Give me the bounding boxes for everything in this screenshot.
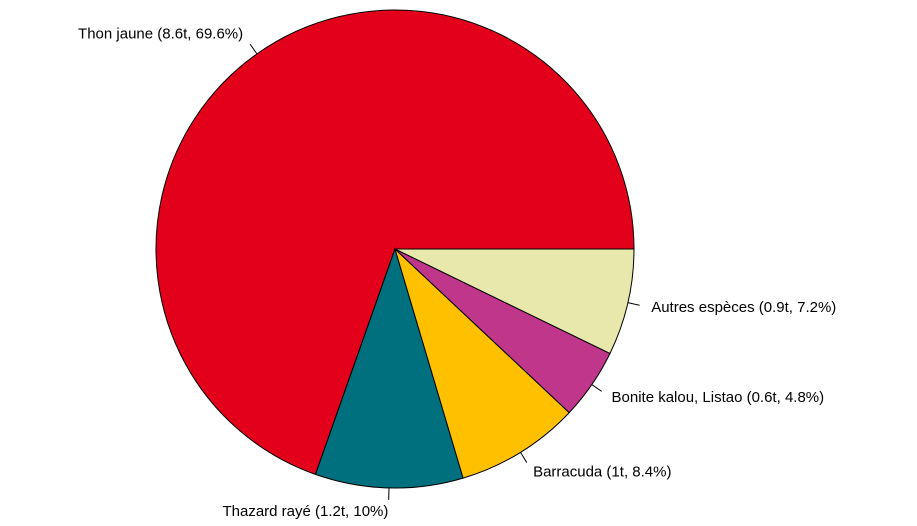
leader-line xyxy=(520,452,528,463)
slice-label: Thon jaune (8.6t, 69.6%) xyxy=(78,25,243,42)
leader-line xyxy=(249,43,258,55)
leader-line xyxy=(591,384,602,392)
pie-slice xyxy=(155,9,635,476)
leader-line xyxy=(627,302,640,306)
slice-label: Thazard rayé (1.2t, 10%) xyxy=(222,503,388,520)
slice-label: Autres espèces (0.9t, 7.2%) xyxy=(651,299,836,316)
pie-slice xyxy=(394,248,635,355)
slice-label: Bonite kalou, Listao (0.6t, 4.8%) xyxy=(612,389,825,406)
slice-label: Barracuda (1t, 8.4%) xyxy=(533,464,671,481)
